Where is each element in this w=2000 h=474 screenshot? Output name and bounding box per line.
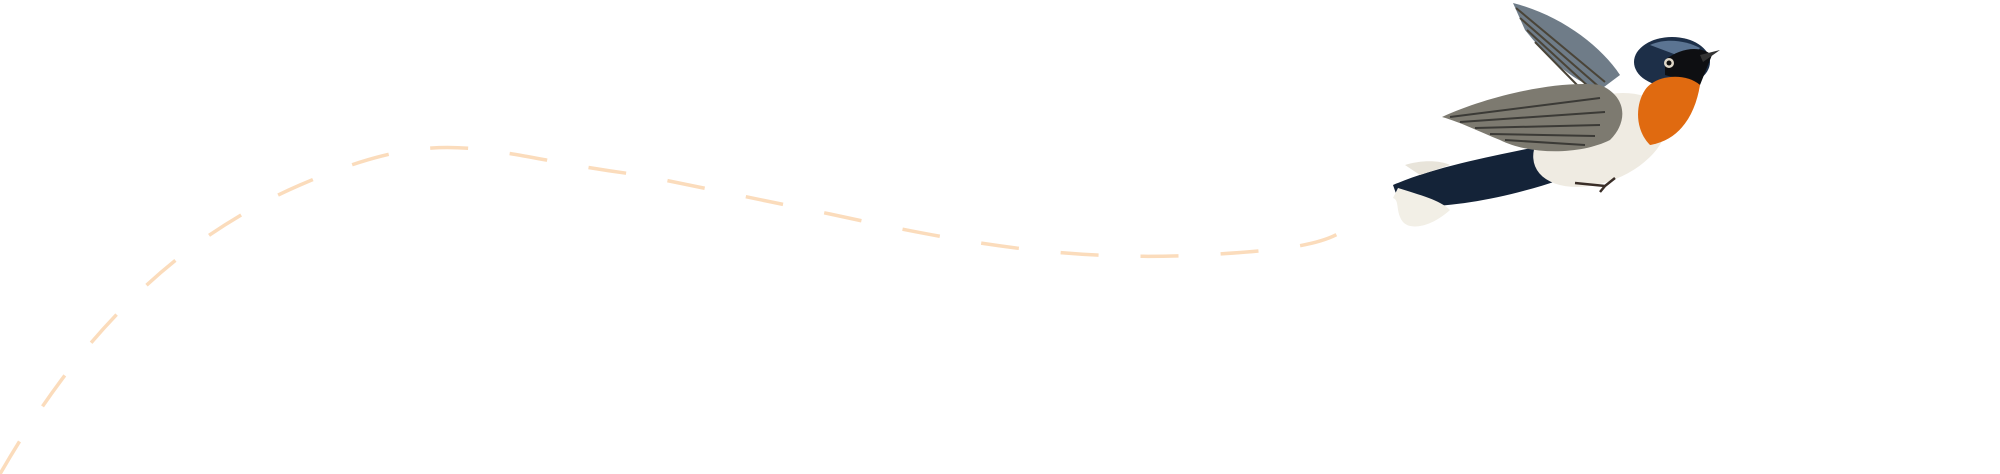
bird-illustration	[1393, 3, 1720, 227]
bird-tail-tips	[1393, 188, 1450, 227]
bird-throat	[1638, 76, 1700, 145]
bird-feet	[1574, 177, 1616, 193]
bird-beak	[1700, 50, 1720, 62]
dashed-flight-path	[0, 145, 1361, 474]
bird-tail	[1393, 145, 1560, 207]
bird-upper-wing	[1513, 3, 1620, 90]
